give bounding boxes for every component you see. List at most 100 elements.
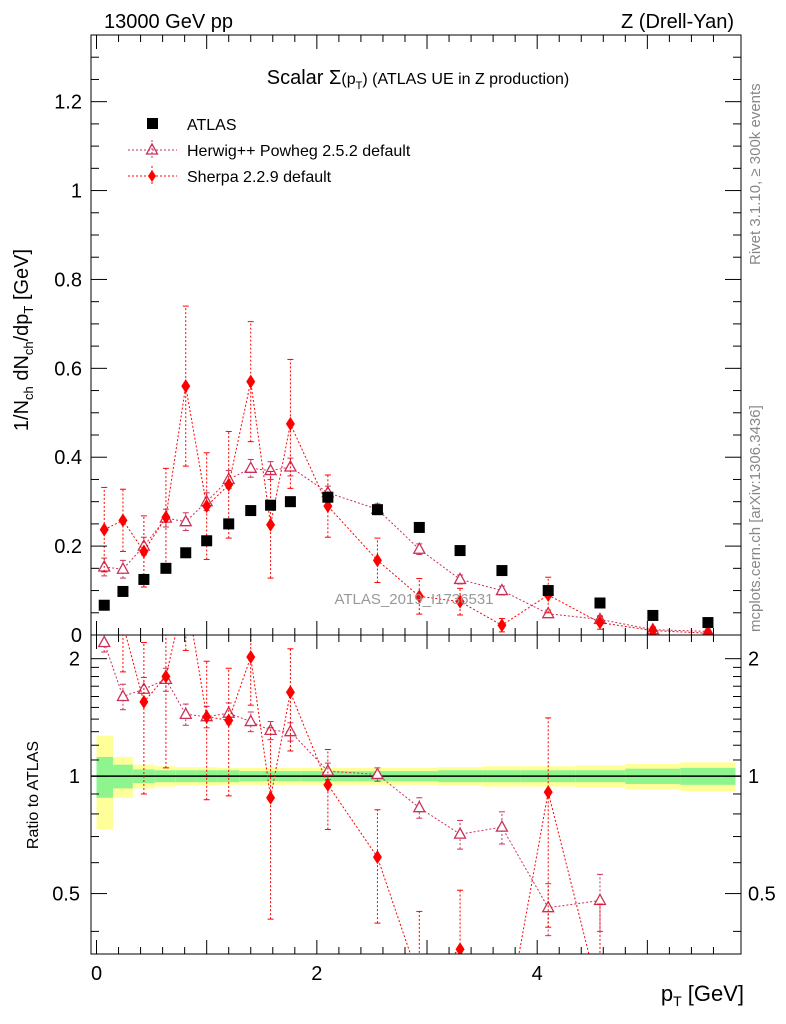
sherpa-point [285, 416, 295, 431]
chart-title-sub: T [356, 80, 363, 92]
atlas-point [702, 617, 714, 629]
chart-title-rest: (ATLAS UE in Z production) [368, 71, 570, 88]
sherpa-ratio-point [181, 583, 190, 597]
atlas-point [594, 597, 606, 609]
atlas-point [98, 599, 110, 611]
x-label-a: p [661, 981, 673, 1006]
x-label-c: [GeV] [682, 981, 744, 1006]
herwig-point [412, 541, 426, 554]
atlas-point [542, 585, 554, 597]
legend-sherpa-marker [148, 170, 156, 182]
y-tick-label: 0 [71, 625, 82, 647]
sherpa-point [246, 374, 256, 389]
herwig-ratio-point [244, 714, 258, 727]
x-tick-label: 0 [91, 963, 102, 985]
herwig-point [453, 572, 467, 585]
sherpa-ratio-point [118, 617, 127, 631]
chart-title-close: ) [362, 71, 367, 88]
atlas-point [117, 585, 129, 597]
sherpa-point [266, 517, 276, 532]
atlas-point [322, 491, 334, 503]
ratio-y-tick-label-right: 1 [748, 766, 759, 788]
chart-title-open: (p [341, 71, 355, 88]
legend-atlas-marker [147, 118, 158, 129]
ratio-axes: 0 2 4 0.5 0.5 1 1 2 2 [52, 635, 776, 985]
x-tick-label: 4 [532, 963, 543, 985]
energy-label: 13000 GeV pp [104, 11, 233, 33]
herwig-ratio-point [495, 819, 509, 832]
atlas-point [138, 573, 150, 585]
rivet-label: Rivet 3.1.10, ≥ 300k events [747, 83, 764, 265]
main-plot-area [97, 305, 714, 635]
ratio-frame [90, 634, 742, 955]
watermark: ATLAS_2019_I1736531 [334, 591, 493, 608]
sherpa-ratio-line [125, 635, 590, 954]
y-tick-label: 0.8 [54, 269, 82, 291]
atlas-point [180, 547, 192, 559]
sherpa-ratio-point [323, 777, 333, 792]
main-panel: 0 0.2 0.4 0.6 0.8 1 1.2 ATLAS_2019_I1736531 Sc… [11, 34, 742, 647]
atlas-point [160, 562, 172, 574]
sherpa-point [181, 379, 191, 394]
atlas-point [413, 521, 425, 533]
herwig-point [244, 460, 258, 473]
sherpa-point [497, 618, 507, 633]
y-tick-label: 0.6 [54, 358, 82, 380]
x-label-b: T [673, 993, 682, 1009]
sherpa-point [161, 510, 171, 525]
ratio-plot-area [91, 583, 741, 987]
ratio-y-tick-label: 1 [69, 766, 80, 788]
atlas-point [454, 545, 466, 557]
y-tick-label: 0.4 [54, 447, 82, 469]
chart-title: Scalar Σ(pT) (ATLAS UE in Z production) [267, 67, 569, 92]
sherpa-point [202, 499, 212, 514]
y-label-f: T [21, 306, 36, 314]
sherpa-ratio-point [246, 649, 256, 664]
atlas-point [647, 609, 659, 621]
y-label-e: /dp [11, 314, 33, 342]
y-tick-label: 1.2 [54, 92, 82, 114]
herwig-ratio-point [453, 826, 467, 839]
sherpa-point [99, 522, 109, 537]
ratio-y-tick-label-right: 2 [748, 649, 759, 671]
sherpa-ratio-point [161, 669, 171, 684]
ratio-y-tick-label: 2 [69, 649, 80, 671]
mcplots-label: mcplots.cern.ch [arXiv:1306.3436] [747, 405, 764, 632]
ratio-y-label: Ratio to ATLAS [25, 741, 42, 849]
sherpa-ratio-point [266, 790, 276, 805]
atlas-point [201, 535, 213, 547]
sherpa-point [224, 477, 234, 492]
legend-herwig-label: Herwig++ Powheg 2.5.2 default [187, 143, 411, 160]
herwig-point [116, 561, 130, 574]
legend: ATLAS Herwig++ Powheg 2.5.2 default Sher… [128, 117, 411, 186]
herwig-ratio-point [321, 763, 335, 776]
herwig-point [495, 583, 509, 596]
y-tick-label: 1 [71, 181, 82, 203]
herwig-ratio-point [370, 767, 385, 780]
atlas-point [245, 505, 257, 517]
sherpa-point [648, 623, 658, 635]
sherpa-ratio-point [415, 973, 424, 987]
sherpa-ratio-point [202, 709, 212, 724]
herwig-ratio-point [412, 800, 426, 813]
herwig-point [179, 514, 193, 527]
y-label-g: [GeV] [11, 249, 33, 306]
herwig-ratio-point [116, 689, 130, 702]
sherpa-ratio-point [285, 685, 295, 700]
atlas-point [496, 565, 508, 577]
chart-title-sigma: Σ [329, 67, 341, 89]
ratio-panel: 0 2 40.5 0.51 12 2 Ratio to ATLAS [25, 583, 776, 987]
sherpa-point [414, 589, 424, 604]
herwig-point [263, 463, 278, 476]
sherpa-point [455, 594, 465, 609]
y-label-d: ch [21, 341, 36, 355]
sherpa-point [372, 553, 382, 568]
sherpa-point [595, 615, 605, 630]
sherpa-point [703, 626, 713, 635]
herwig-ratio-point [97, 635, 111, 648]
y-tick-label: 0.2 [54, 536, 82, 558]
y-label-a: 1/N [11, 400, 33, 431]
y-axis-label: 1/Nch dNch/dpT [GeV] [11, 249, 36, 431]
herwig-ratio-point [179, 706, 193, 719]
